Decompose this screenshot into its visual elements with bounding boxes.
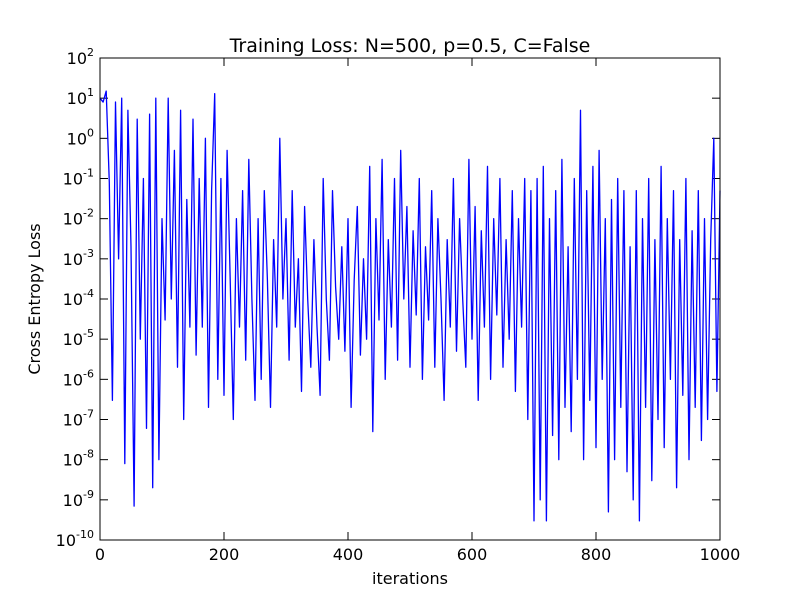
y-tick-label: 10-5 [63, 327, 94, 349]
x-tick-label: 600 [457, 545, 488, 564]
y-tick-label: 102 [67, 46, 94, 68]
x-tick-label: 200 [209, 545, 240, 564]
y-axis-label: Cross Entropy Loss [25, 223, 44, 374]
y-tick-label: 10-10 [56, 528, 94, 550]
x-tick-label: 400 [333, 545, 364, 564]
y-tick-label: 10-6 [63, 367, 94, 389]
loss-line [99, 90, 721, 522]
y-tick-label: 101 [67, 86, 94, 108]
y-tick-label: 10-1 [63, 167, 94, 189]
y-tick-label: 10-4 [63, 287, 94, 309]
plot-frame [99, 57, 721, 541]
y-tick-label: 10-9 [63, 488, 94, 510]
x-tick-label: 1000 [700, 545, 741, 564]
y-tick-label: 10-2 [63, 207, 94, 229]
y-tick-label: 10-7 [63, 408, 94, 430]
chart-title: Training Loss: N=500, p=0.5, C=False [229, 35, 591, 57]
y-tick-label: 10-3 [63, 247, 94, 269]
y-tick-label: 10-8 [63, 448, 94, 470]
y-tick-label: 100 [67, 126, 94, 148]
x-axis-label: iterations [372, 569, 448, 588]
x-tick-label: 0 [95, 545, 105, 564]
x-tick-label: 800 [581, 545, 612, 564]
